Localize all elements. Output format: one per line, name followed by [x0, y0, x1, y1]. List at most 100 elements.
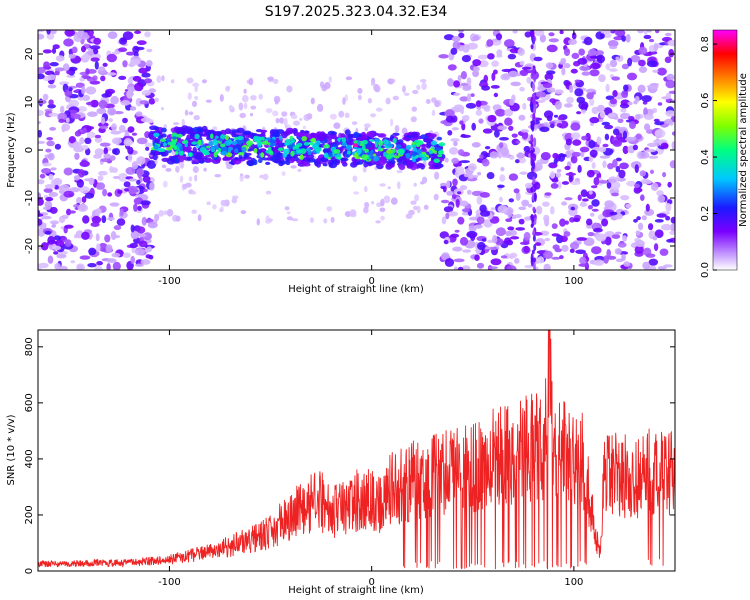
heatmap-cell [96, 108, 107, 115]
heatmap-cell [507, 209, 513, 218]
heatmap-cell [127, 77, 133, 85]
heatmap-cell [533, 217, 537, 225]
heatmap-cell [379, 207, 386, 213]
heatmap-cell [535, 91, 546, 98]
heatmap-cell [38, 73, 45, 80]
heatmap-cell [648, 57, 656, 62]
heatmap-cell [513, 188, 520, 194]
heatmap-cell [570, 206, 575, 211]
heatmap-cell [614, 30, 626, 37]
heatmap-cell [553, 114, 559, 118]
heatmap-cell [568, 173, 573, 183]
heatmap-cell [291, 218, 299, 222]
heatmap-cell [54, 70, 60, 76]
heatmap-cell [434, 147, 442, 152]
heatmap-cell [508, 198, 514, 203]
heatmap-cell [136, 179, 141, 185]
heatmap-cell [635, 230, 641, 236]
heatmap-cell [283, 117, 288, 126]
heatmap-cell [267, 218, 273, 223]
heatmap-cell [41, 168, 52, 174]
heatmap-cell [484, 146, 491, 150]
heatmap-cell [467, 42, 478, 50]
heatmap-cell [338, 110, 345, 118]
y-tick-label: 200 [24, 505, 35, 524]
heatmap-cell [374, 85, 381, 93]
heatmap-cell [64, 239, 72, 247]
heatmap-cell [533, 56, 543, 62]
heatmap-cell [646, 60, 658, 68]
heatmap-cell [591, 199, 600, 207]
heatmap-cell [587, 48, 597, 58]
heatmap-cell [652, 69, 659, 73]
heatmap-cell [565, 172, 577, 176]
heatmap-cell [650, 169, 654, 174]
heatmap-cell [533, 73, 537, 83]
heatmap-cell [532, 119, 535, 126]
heatmap-cell [246, 160, 255, 167]
heatmap-cell [509, 230, 517, 236]
heatmap-cell [557, 181, 562, 189]
heatmap-cell [323, 144, 331, 149]
heatmap-cell [609, 98, 618, 105]
y-tick-label: 600 [24, 393, 35, 412]
heatmap-cell [303, 142, 310, 146]
heatmap-cell [345, 76, 353, 81]
heatmap-cell [192, 165, 199, 174]
heatmap-cell [577, 164, 582, 173]
heatmap-cell [433, 158, 440, 163]
heatmap-cell [205, 158, 214, 163]
heatmap-cell [508, 155, 515, 160]
heatmap-cell [159, 148, 166, 153]
heatmap-cell [96, 261, 103, 266]
heatmap-cell [165, 147, 173, 151]
snr-xlabel: Height of straight line (km) [288, 585, 424, 596]
heatmap-cell [102, 188, 108, 197]
heatmap-cell [278, 135, 283, 141]
heatmap-cell [353, 191, 360, 195]
heatmap-cell [653, 243, 659, 252]
heatmap-cell [534, 242, 542, 246]
heatmap-cell [131, 132, 138, 136]
heatmap-cell [608, 113, 617, 118]
heatmap-cell [51, 221, 58, 225]
heatmap-cell [459, 160, 471, 164]
heatmap-cell [219, 143, 226, 148]
heatmap-cell [481, 85, 491, 91]
heatmap-cell [306, 113, 313, 120]
colorbar: 0.0 0.2 0.4 0.6 0.8 Normalized spectral ampl… [700, 29, 749, 278]
heatmap-cell [489, 151, 499, 159]
heatmap-cell [573, 217, 580, 223]
heatmap-cell [549, 123, 555, 129]
heatmap-cell [238, 102, 244, 111]
heatmap-cell [323, 147, 330, 155]
heatmap-cell [413, 205, 418, 211]
heatmap-cell [586, 169, 595, 178]
heatmap-cell [626, 180, 636, 187]
heatmap-cell [323, 218, 328, 224]
heatmap-cell [146, 119, 154, 124]
heatmap-cell [269, 142, 276, 147]
heatmap-cell [291, 138, 296, 143]
heatmap-cell [576, 111, 582, 115]
heatmap-cell [401, 127, 408, 135]
heatmap-cell [634, 239, 645, 248]
heatmap-cell [638, 222, 644, 231]
heatmap-cell [50, 167, 57, 171]
heatmap-cell [495, 108, 506, 117]
heatmap-cell [352, 158, 357, 166]
heatmap-cell [153, 132, 160, 137]
heatmap-cell [657, 194, 666, 203]
heatmap-cell [94, 210, 100, 216]
heatmap-cell [411, 151, 418, 156]
heatmap-cell [439, 182, 448, 187]
heatmap-cell [286, 85, 293, 93]
heatmap-cell [453, 104, 465, 113]
x-tick-label: 0 [368, 577, 374, 588]
heatmap-cell [604, 133, 610, 141]
heatmap-cell [130, 224, 135, 233]
heatmap-cell [431, 109, 436, 116]
heatmap-cell [505, 218, 513, 223]
heatmap-cell [63, 167, 73, 176]
heatmap-cell [81, 45, 86, 53]
